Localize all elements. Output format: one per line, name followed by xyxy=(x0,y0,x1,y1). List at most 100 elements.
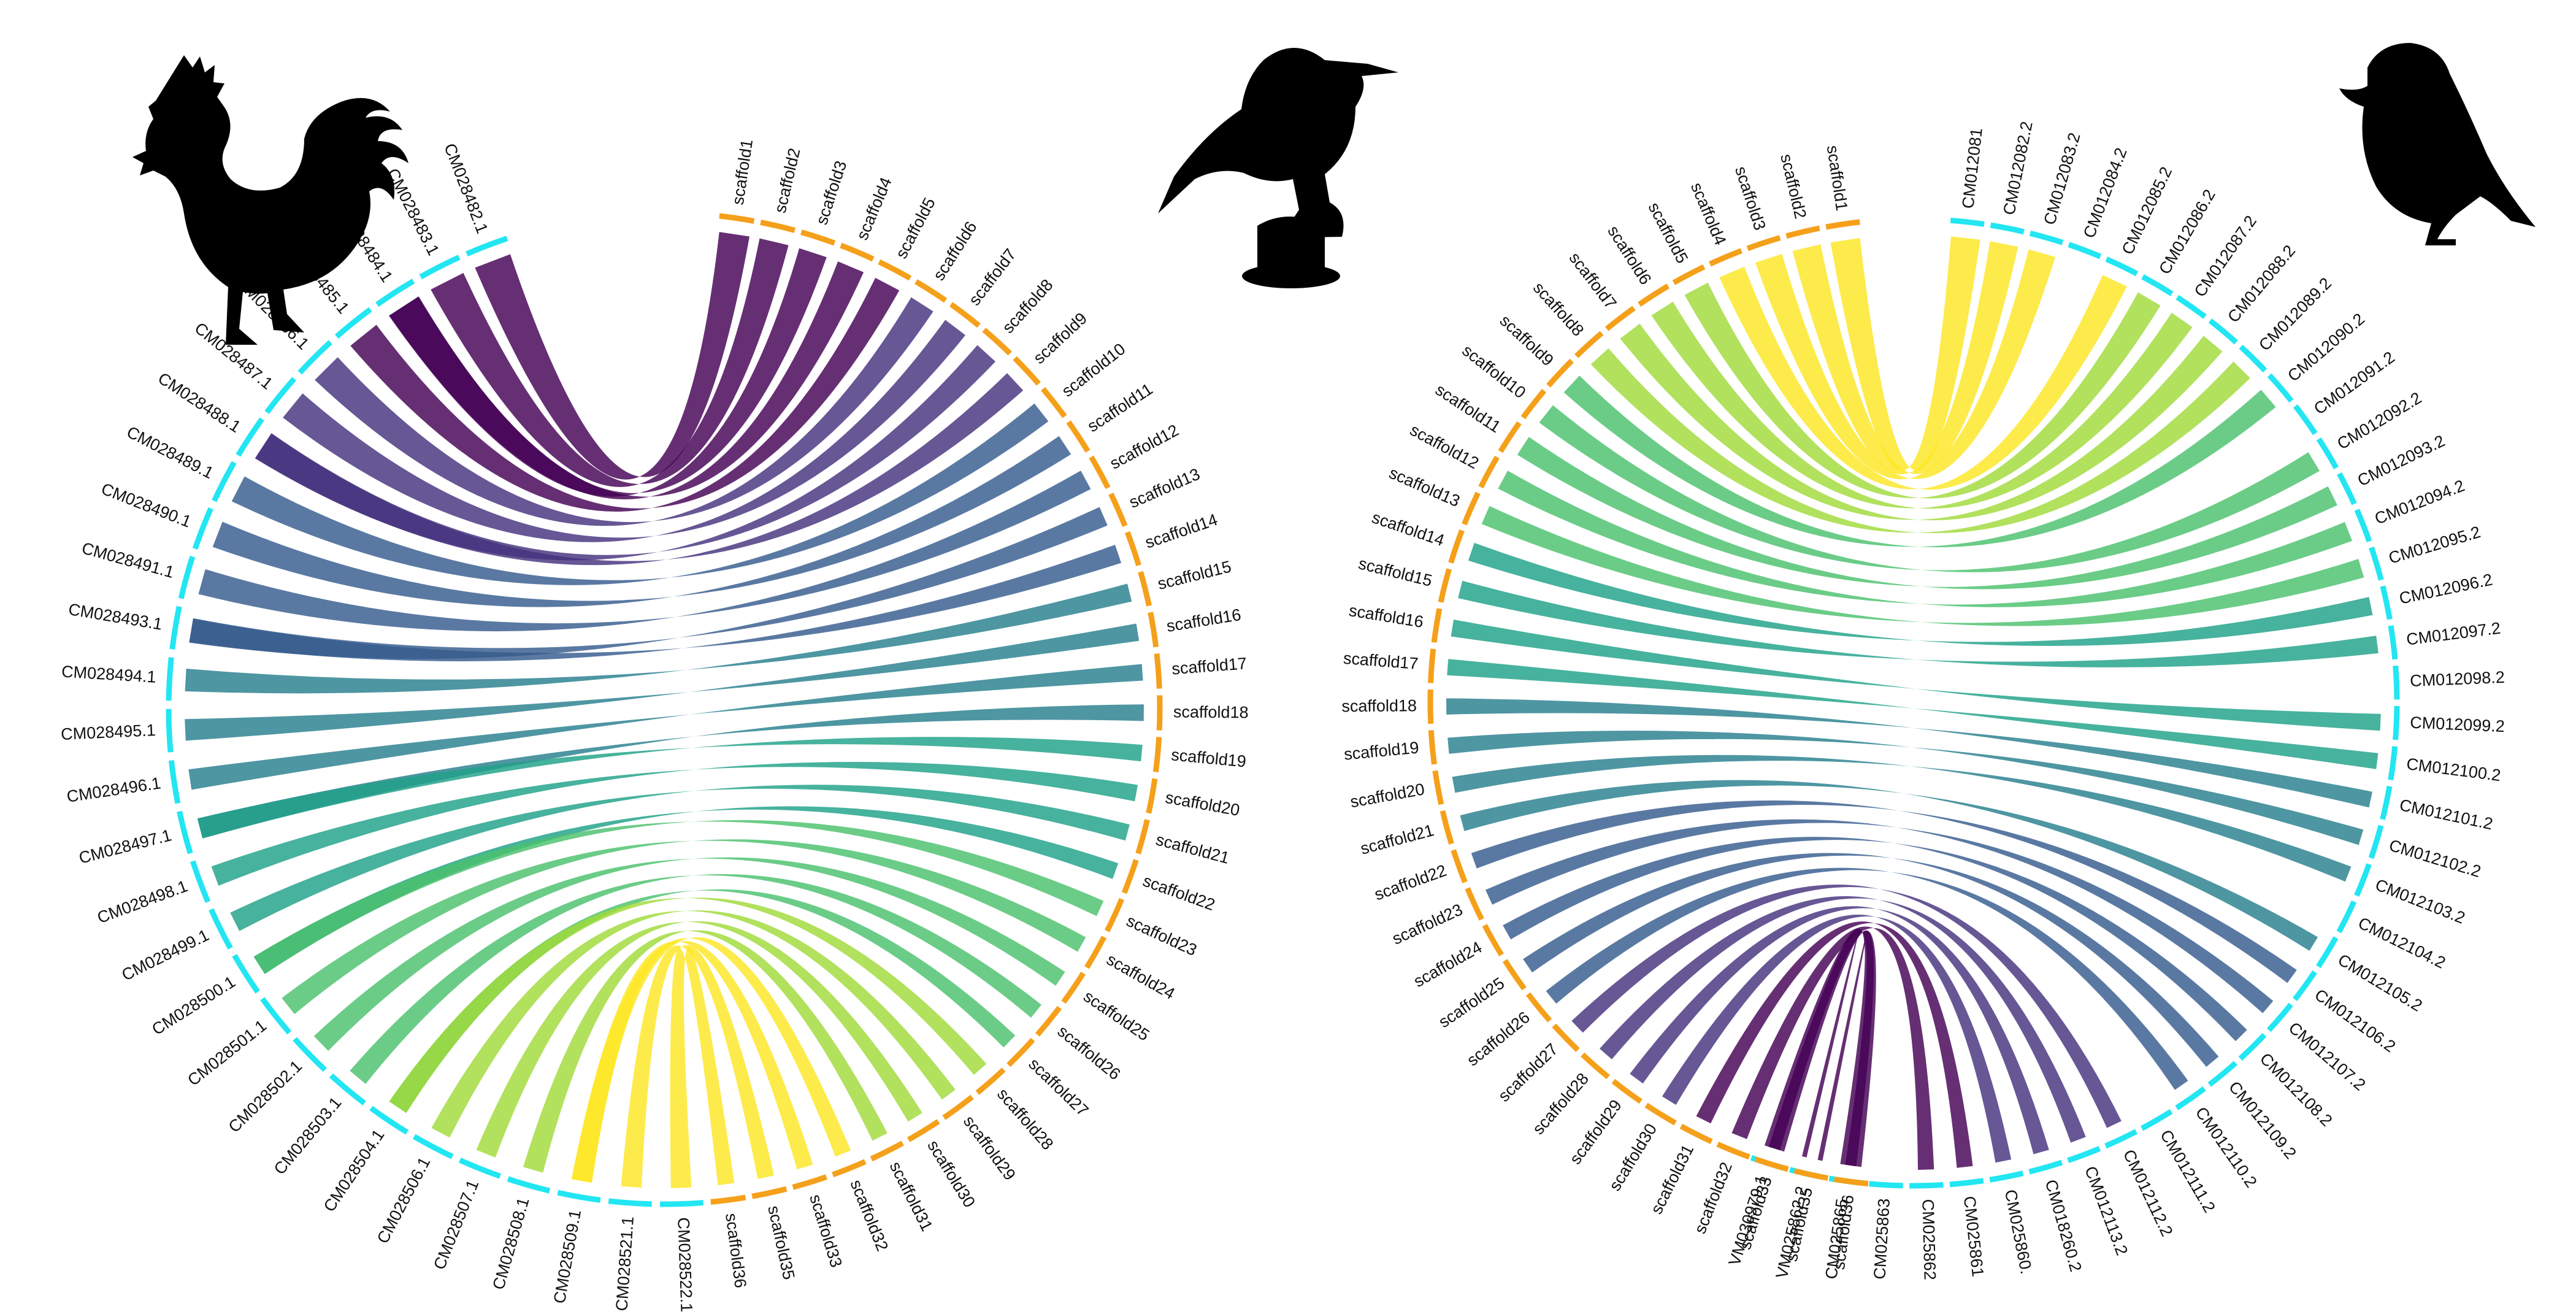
reference-arc xyxy=(2141,274,2174,296)
query-arc xyxy=(710,1194,746,1205)
query-arc xyxy=(982,328,1012,356)
reference-label: CM012085.2 xyxy=(2118,164,2176,257)
query-label: scaffold11 xyxy=(1084,380,1156,436)
reference-label: CM012103.2 xyxy=(2372,875,2467,928)
reference-arc xyxy=(2380,585,2393,620)
reference-arc xyxy=(2105,256,2139,277)
reference-arc xyxy=(178,556,196,599)
query-label: scaffold9 xyxy=(1030,309,1091,367)
reference-label: CM012100.2 xyxy=(2405,755,2502,785)
reference-label: CM028509.1 xyxy=(550,1208,585,1305)
query-arc xyxy=(1478,455,1500,489)
query-label: scaffold1 xyxy=(729,138,756,206)
query-label: scaffold16 xyxy=(1347,601,1425,631)
query-label: scaffold31 xyxy=(886,1159,937,1234)
reference-arc xyxy=(369,1105,409,1135)
reference-label: CM028504.1 xyxy=(320,1126,388,1215)
query-arc xyxy=(1135,819,1150,855)
query-arc xyxy=(1498,421,1522,453)
chord-ribbon xyxy=(1802,929,1867,1161)
query-arc xyxy=(1448,529,1465,564)
query-label: scaffold24 xyxy=(1411,938,1485,991)
chord-ribbon xyxy=(197,737,1143,839)
reference-label: CM012104.2 xyxy=(2355,913,2448,972)
reference-label: CM012112.2 xyxy=(2120,1147,2177,1239)
query-label: scaffold19 xyxy=(1343,738,1420,763)
reference-arc xyxy=(412,1134,454,1159)
query-arc xyxy=(1108,493,1128,528)
query-label: scaffold13 xyxy=(1386,464,1462,511)
chord-ribbon xyxy=(475,232,750,480)
query-label: scaffold6 xyxy=(1604,223,1655,288)
query-arc xyxy=(942,1094,974,1120)
reference-label: CM025860. xyxy=(2001,1188,2036,1276)
query-arc xyxy=(1520,388,1547,420)
chord-ribbon xyxy=(189,545,1122,661)
query-label: scaffold2 xyxy=(771,146,804,215)
query-arc xyxy=(1124,531,1141,566)
chord-ribbon xyxy=(283,320,966,542)
query-arc xyxy=(1482,924,1504,957)
chord-ribbon xyxy=(1651,301,2193,509)
rooster-icon xyxy=(132,55,408,345)
reference-arc xyxy=(459,1158,501,1179)
reference-label: CM028489.1 xyxy=(124,423,217,483)
reference-arc xyxy=(2266,1002,2293,1032)
query-arc xyxy=(1502,959,1527,991)
query-label: scaffold11 xyxy=(1432,380,1504,436)
reference-label: CM012094.2 xyxy=(2372,476,2467,528)
chord-ribbon xyxy=(185,583,1132,694)
chord-ribbon xyxy=(476,921,922,1158)
chord-ribbon xyxy=(431,238,789,487)
query-label: scaffold30 xyxy=(1606,1120,1661,1194)
query-label: scaffold24 xyxy=(1103,950,1178,1003)
reference-label: CM028503.1 xyxy=(270,1094,345,1178)
reference-arc xyxy=(2141,1108,2173,1131)
chord-ribbon xyxy=(1447,659,2379,769)
chord-ribbons xyxy=(1446,236,2381,1170)
query-arc xyxy=(1148,612,1159,648)
reference-label: CM012102.2 xyxy=(2387,836,2483,881)
query-arc xyxy=(1089,455,1111,490)
query-arc xyxy=(1833,1176,1869,1186)
chord-ribbons xyxy=(185,232,1144,1188)
reference-arc xyxy=(419,255,461,280)
query-arc xyxy=(1438,568,1452,603)
query-arc xyxy=(1525,992,1552,1023)
query-arc xyxy=(1611,1078,1643,1104)
query-label: scaffold6 xyxy=(929,218,980,284)
chord-ribbon xyxy=(1731,926,1934,1170)
query-arc xyxy=(1644,1102,1677,1126)
chord-ribbon xyxy=(1517,437,2337,590)
reference-label: CM028493.1 xyxy=(67,600,163,634)
reference-arc xyxy=(2239,344,2267,373)
query-label: scaffold20 xyxy=(1164,788,1241,820)
reference-arc xyxy=(1989,1170,2024,1183)
chord-ribbon xyxy=(571,940,813,1183)
chord-ribbon xyxy=(571,937,851,1183)
reference-label: CM028496.1 xyxy=(66,774,162,806)
reference-arc xyxy=(293,1037,328,1072)
query-arc xyxy=(1104,897,1125,932)
query-arc xyxy=(1785,225,1820,239)
reference-arc xyxy=(557,1189,601,1203)
reference-label: CM012111.2 xyxy=(2156,1127,2219,1216)
reference-arc xyxy=(466,236,508,257)
reference-label: CM028491.1 xyxy=(80,539,176,582)
reference-arc xyxy=(169,605,182,650)
query-arc xyxy=(1146,778,1158,814)
query-arc xyxy=(1428,648,1436,683)
reference-arc xyxy=(2316,437,2339,469)
reference-label: CM025862 xyxy=(1919,1199,1939,1280)
query-arc xyxy=(751,1186,788,1199)
reference-label: CM012095.2 xyxy=(2386,523,2483,567)
reference-arc xyxy=(2388,746,2398,781)
reference-label: CM028507.1 xyxy=(430,1177,482,1272)
query-label: scaffold32 xyxy=(1690,1159,1736,1236)
reference-arc xyxy=(375,279,415,307)
query-arc xyxy=(1672,264,1706,285)
query-label: scaffold21 xyxy=(1154,830,1231,867)
query-label: scaffold3 xyxy=(812,158,850,227)
reference-arc xyxy=(2369,547,2384,581)
